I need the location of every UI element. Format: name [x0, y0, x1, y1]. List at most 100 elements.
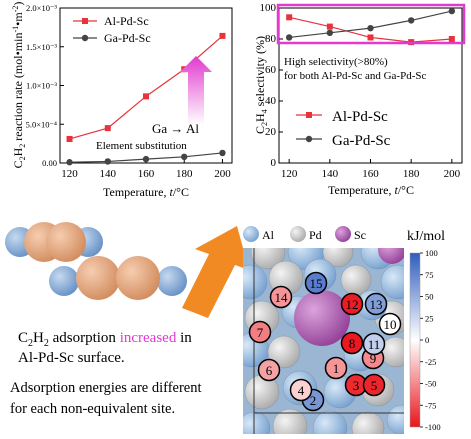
- adsorption-site-10: 10: [378, 312, 402, 336]
- colorbar-gradient: [409, 252, 421, 428]
- site-marker: [340, 292, 364, 316]
- adsorption-site-12: 12: [340, 292, 364, 316]
- selectivity-ticks: 120 140 160 180 200 0 20 40 60 80 100: [260, 2, 461, 180]
- colorbar-tick-label: -50: [425, 379, 436, 389]
- both-catalysts-text: for both Al-Pd-Sc and Ga-Pd-Sc: [284, 70, 426, 82]
- sc-atom: [378, 248, 404, 264]
- site-marker: [304, 271, 328, 295]
- structure-legend: Al Pd Sc kJ/mol: [243, 226, 445, 244]
- adsorption-site-11: 11: [362, 332, 386, 356]
- adsorption-statement-line1: C2H2 adsorption increased in: [18, 330, 192, 349]
- pd-atom: [380, 336, 404, 368]
- reaction-rate-chart: 120 140 160 180 200 0.00 5.0×10⁻⁴ 1.0×10⁻³ 1.5×1…: [11, 2, 233, 199]
- al-atom: [386, 404, 404, 434]
- site-number: 1: [333, 361, 340, 376]
- pd-atom-swatch: [290, 226, 306, 242]
- y-tick-label: 5.0×10⁻⁴: [26, 119, 57, 129]
- adsorption-site-3: 3: [344, 373, 368, 397]
- pd-atom: [340, 264, 372, 296]
- data-point-al-pd-sc: [326, 23, 333, 30]
- element-substitution-annotation: Ga → Al Element substitution: [96, 56, 212, 152]
- legend-circle-marker: [81, 34, 89, 42]
- reaction-rate-series: [66, 32, 226, 166]
- adsorption-site-4: 4: [289, 378, 313, 402]
- pd-atom: [322, 248, 354, 268]
- reaction-rate-x-axis-label: Temperature, t/°C: [103, 185, 189, 199]
- site-marker: [362, 373, 386, 397]
- site-number: 8: [349, 336, 356, 351]
- colorbar-unit: kJ/mol: [407, 229, 445, 244]
- site-number: 6: [266, 363, 273, 378]
- substitution-label: Ga → Al: [152, 121, 199, 136]
- data-point-al-pd-sc: [104, 125, 111, 132]
- site-marker: [269, 285, 293, 309]
- site-number: 10: [384, 317, 397, 332]
- colorbar: 100 75 50 25 0 -25 -50 -75 -100: [409, 248, 441, 432]
- data-point-al-pd-sc: [286, 14, 293, 21]
- data-point-al-pd-sc: [448, 36, 455, 42]
- acetylene-molecules: [5, 222, 187, 300]
- legend-square-marker: [306, 112, 312, 118]
- site-marker: [324, 356, 348, 380]
- x-tick-label: 180: [176, 168, 193, 180]
- colorbar-tick-label: -25: [425, 357, 436, 367]
- al-atom: [380, 264, 404, 300]
- y-tick-label: 20: [265, 126, 277, 138]
- al-atom: [243, 264, 268, 300]
- sc-atom: [294, 290, 350, 346]
- pd-atom: [272, 408, 308, 434]
- y-tick-label: 40: [265, 95, 277, 107]
- legend-ga-pd-sc: Ga-Pd-Sc: [332, 133, 391, 149]
- colorbar-tick-label: 50: [425, 292, 434, 302]
- series-line-ga-pd-sc: [289, 10, 452, 39]
- data-point-ga-pd-sc: [142, 155, 150, 163]
- selectivity-highlight-box: [276, 3, 466, 45]
- site-number: 15: [310, 276, 323, 291]
- element-substitution-text: Element substitution: [96, 140, 187, 152]
- data-point-ga-pd-sc: [181, 153, 188, 160]
- reaction-rate-ticks: 120 140 160 180 200 0.00 5.0×10⁻⁴ 1.0×10⁻³ 1.5×1…: [26, 3, 232, 180]
- x-tick-label: 200: [214, 168, 231, 180]
- selectivity-series: [285, 7, 456, 46]
- legend-al-pd-sc: Al-Pd-Sc: [332, 109, 388, 125]
- y-tick-label: 1.0×10⁻³: [26, 81, 57, 91]
- site-marker: [364, 292, 388, 316]
- data-point-ga-pd-sc: [66, 159, 73, 166]
- y-tick-label: 80: [265, 33, 277, 45]
- data-point-ga-pd-sc: [448, 7, 456, 15]
- x-tick-label: 120: [61, 168, 78, 180]
- data-point-ga-pd-sc: [367, 24, 374, 32]
- site-number: 4: [298, 383, 305, 398]
- site-marker: [378, 312, 402, 336]
- molecule-upper: [5, 222, 103, 262]
- legend-square-marker: [82, 18, 88, 24]
- data-point-al-pd-sc: [219, 32, 226, 39]
- energies-statement-line1: Adsorption energies are different: [10, 380, 202, 396]
- site-marker: [289, 378, 313, 402]
- y-tick-label: 0.00: [42, 158, 57, 168]
- site-number: 5: [371, 378, 378, 393]
- site-number: 13: [370, 297, 383, 312]
- colorbar-ticks: 100 75 50 25 0 -25 -50 -75 -100: [420, 248, 441, 432]
- data-point-al-pd-sc: [143, 93, 149, 100]
- selectivity-x-axis-label: Temperature, t/°C: [328, 183, 414, 197]
- x-tick-label: 140: [322, 168, 339, 180]
- x-tick-label: 180: [403, 168, 420, 180]
- adsorption-site-13: 13: [364, 292, 388, 316]
- ga-to-al-text: Ga → Al: [152, 121, 199, 136]
- site-marker: [257, 358, 281, 382]
- data-point-ga-pd-sc: [285, 34, 293, 41]
- y-tick-label: 100: [260, 2, 277, 14]
- sc-atom-swatch: [335, 226, 351, 242]
- adsorption-site-1: 1: [324, 356, 348, 380]
- site-number: 12: [346, 297, 359, 312]
- al-atom: [312, 410, 348, 434]
- y-tick-label: 0: [271, 157, 277, 169]
- colorbar-tick-label: 25: [425, 313, 434, 323]
- site-marker: [340, 331, 364, 355]
- adsorption-site-8: 8: [340, 331, 364, 355]
- x-tick-label: 120: [281, 168, 298, 180]
- sc-label: Sc: [354, 228, 366, 242]
